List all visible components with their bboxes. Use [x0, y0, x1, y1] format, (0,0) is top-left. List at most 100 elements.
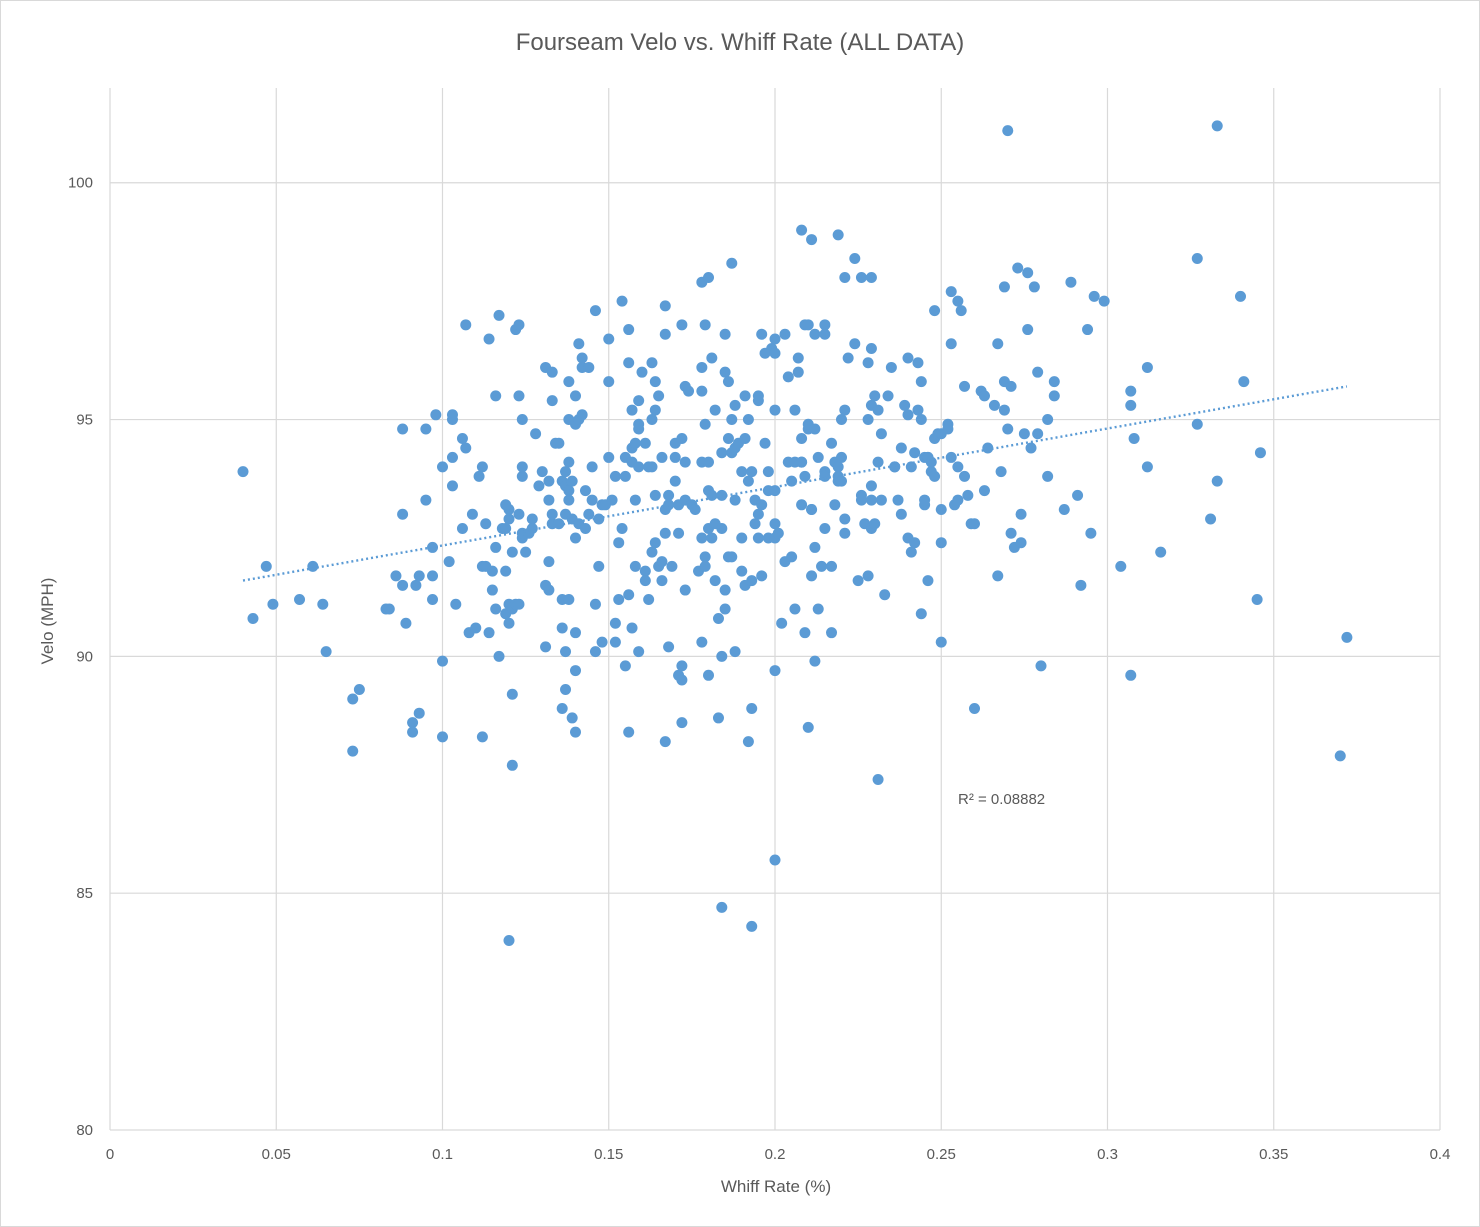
- data-point: [1334, 750, 1346, 762]
- data-point: [609, 617, 621, 629]
- data-point: [796, 499, 808, 511]
- data-point: [696, 361, 708, 373]
- x-tick-label: 0.35: [1259, 1146, 1288, 1163]
- data-point: [573, 338, 585, 350]
- data-point: [493, 650, 505, 662]
- data-point: [978, 390, 990, 402]
- data-point: [769, 665, 781, 677]
- data-point: [1125, 385, 1137, 397]
- data-point: [719, 603, 731, 615]
- data-point: [656, 575, 668, 587]
- data-point: [1125, 669, 1137, 681]
- data-point: [799, 627, 811, 639]
- data-point: [865, 480, 877, 492]
- data-point: [729, 494, 741, 506]
- y-tick-label: 85: [76, 885, 93, 902]
- data-point: [945, 338, 957, 350]
- data-point: [809, 541, 821, 553]
- data-point: [935, 504, 947, 516]
- data-point: [1065, 276, 1077, 288]
- data-point: [513, 319, 525, 331]
- data-point: [902, 409, 914, 421]
- y-tick-label: 80: [76, 1122, 93, 1139]
- data-point: [806, 504, 818, 516]
- data-point: [646, 461, 658, 473]
- data-point: [769, 333, 781, 345]
- data-point: [802, 319, 814, 331]
- data-point: [829, 499, 841, 511]
- data-point: [872, 404, 884, 416]
- data-point: [852, 575, 864, 587]
- data-point: [776, 617, 788, 629]
- data-point: [935, 537, 947, 549]
- data-point: [676, 432, 688, 444]
- data-point: [909, 447, 921, 459]
- data-point: [543, 475, 555, 487]
- data-point: [752, 508, 764, 520]
- data-point: [294, 594, 306, 606]
- data-point: [809, 655, 821, 667]
- data-point: [260, 560, 272, 572]
- data-point: [875, 428, 887, 440]
- data-point: [729, 646, 741, 658]
- data-point: [410, 579, 422, 591]
- data-point: [706, 532, 718, 544]
- data-point: [586, 461, 598, 473]
- data-point: [746, 920, 758, 932]
- data-point: [699, 560, 711, 572]
- data-point: [490, 390, 502, 402]
- data-point: [806, 234, 818, 246]
- data-point: [1141, 461, 1153, 473]
- data-point: [719, 328, 731, 340]
- data-point: [623, 726, 635, 738]
- x-tick-label: 0.25: [927, 1146, 956, 1163]
- data-point: [689, 504, 701, 516]
- data-point: [649, 376, 661, 388]
- data-point: [596, 636, 608, 648]
- data-point: [663, 499, 675, 511]
- data-point: [769, 854, 781, 866]
- data-point: [629, 560, 641, 572]
- y-tick-label: 100: [68, 175, 93, 192]
- data-point: [460, 319, 472, 331]
- data-point: [729, 399, 741, 411]
- data-point: [756, 328, 768, 340]
- data-point: [676, 319, 688, 331]
- data-point: [1012, 262, 1024, 274]
- data-point: [726, 551, 738, 563]
- data-point: [506, 688, 518, 700]
- data-point: [673, 527, 685, 539]
- data-point: [633, 423, 645, 435]
- data-point: [536, 466, 548, 478]
- data-point: [1088, 290, 1100, 302]
- data-point: [553, 437, 565, 449]
- data-point: [839, 513, 851, 525]
- data-point: [902, 352, 914, 364]
- data-point: [533, 480, 545, 492]
- data-point: [842, 352, 854, 364]
- data-point: [563, 456, 575, 468]
- data-point: [872, 774, 884, 786]
- data-point: [789, 603, 801, 615]
- data-point: [696, 532, 708, 544]
- data-point: [560, 466, 572, 478]
- data-point: [982, 442, 994, 454]
- x-tick-label: 0.4: [1430, 1146, 1451, 1163]
- data-point: [716, 901, 728, 913]
- data-point: [639, 575, 651, 587]
- data-point: [603, 376, 615, 388]
- data-point: [586, 494, 598, 506]
- data-point: [756, 499, 768, 511]
- data-point: [1098, 295, 1110, 307]
- data-point: [779, 328, 791, 340]
- data-point: [836, 414, 847, 426]
- data-point: [712, 712, 724, 724]
- data-point: [633, 461, 645, 473]
- data-point: [865, 271, 877, 283]
- data-point: [320, 646, 332, 658]
- data-point: [589, 598, 601, 610]
- data-point: [407, 726, 419, 738]
- data-point: [1022, 324, 1034, 336]
- data-point: [400, 617, 412, 629]
- data-point: [816, 560, 828, 572]
